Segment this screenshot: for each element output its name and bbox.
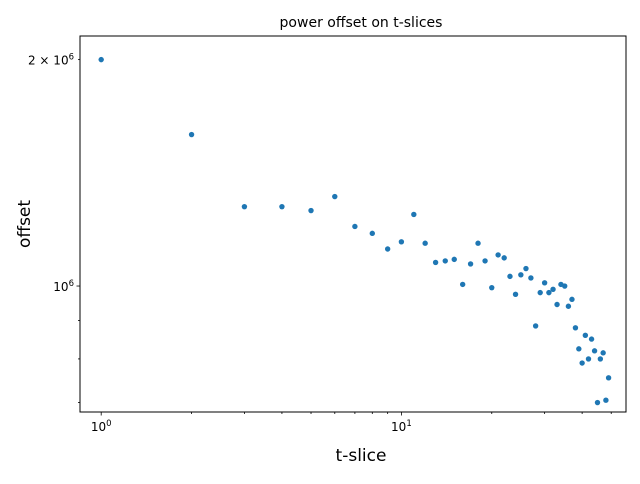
data-point xyxy=(565,303,572,309)
x-tick-label: 100 xyxy=(91,419,112,434)
data-point xyxy=(332,193,338,200)
data-point xyxy=(554,301,560,308)
data-point xyxy=(432,259,439,266)
y-axis-label: offset xyxy=(15,200,35,248)
data-point xyxy=(579,360,585,366)
points-layer xyxy=(98,56,612,406)
data-point xyxy=(569,296,575,303)
data-point xyxy=(384,246,391,252)
data-point xyxy=(523,265,529,272)
data-point xyxy=(512,291,519,297)
data-point xyxy=(501,255,507,261)
data-point xyxy=(597,356,604,362)
x-axis-label: t-slice xyxy=(336,446,387,466)
data-point xyxy=(550,286,556,293)
data-point xyxy=(188,131,195,138)
data-point xyxy=(546,289,552,296)
data-point xyxy=(541,280,548,286)
data-point xyxy=(528,275,534,281)
data-point xyxy=(398,239,405,245)
ticks-layer: 100 101 106 2 × 106 xyxy=(28,53,612,434)
data-point xyxy=(467,261,474,267)
data-point xyxy=(422,240,428,246)
y-tick-label: 106 xyxy=(53,279,74,294)
data-point xyxy=(600,350,606,356)
data-point xyxy=(495,252,501,258)
y-tick-label: 2 × 106 xyxy=(28,53,74,68)
data-point xyxy=(585,356,592,362)
data-point xyxy=(475,240,481,246)
data-point xyxy=(591,348,598,354)
data-point xyxy=(582,332,589,338)
data-point xyxy=(518,272,524,278)
data-point xyxy=(507,273,513,280)
chart-title: power offset on t-slices xyxy=(280,15,443,31)
data-point xyxy=(562,283,568,289)
data-point xyxy=(442,258,448,264)
data-point xyxy=(451,256,457,263)
data-point xyxy=(532,323,539,329)
data-point xyxy=(594,399,601,406)
data-point xyxy=(308,207,314,214)
data-point xyxy=(537,289,543,296)
data-point xyxy=(588,336,595,342)
data-point xyxy=(279,203,285,210)
data-point xyxy=(369,230,375,237)
data-point xyxy=(241,203,248,210)
x-tick-label: 101 xyxy=(391,419,412,434)
data-point xyxy=(98,56,104,63)
data-point xyxy=(572,325,579,331)
data-point xyxy=(459,281,466,288)
data-point xyxy=(482,258,488,264)
data-point xyxy=(605,375,612,381)
data-point xyxy=(411,211,417,218)
data-point xyxy=(352,223,358,230)
data-point xyxy=(489,284,495,291)
plot-frame xyxy=(79,35,627,413)
data-point xyxy=(603,397,609,403)
data-point xyxy=(576,346,582,352)
